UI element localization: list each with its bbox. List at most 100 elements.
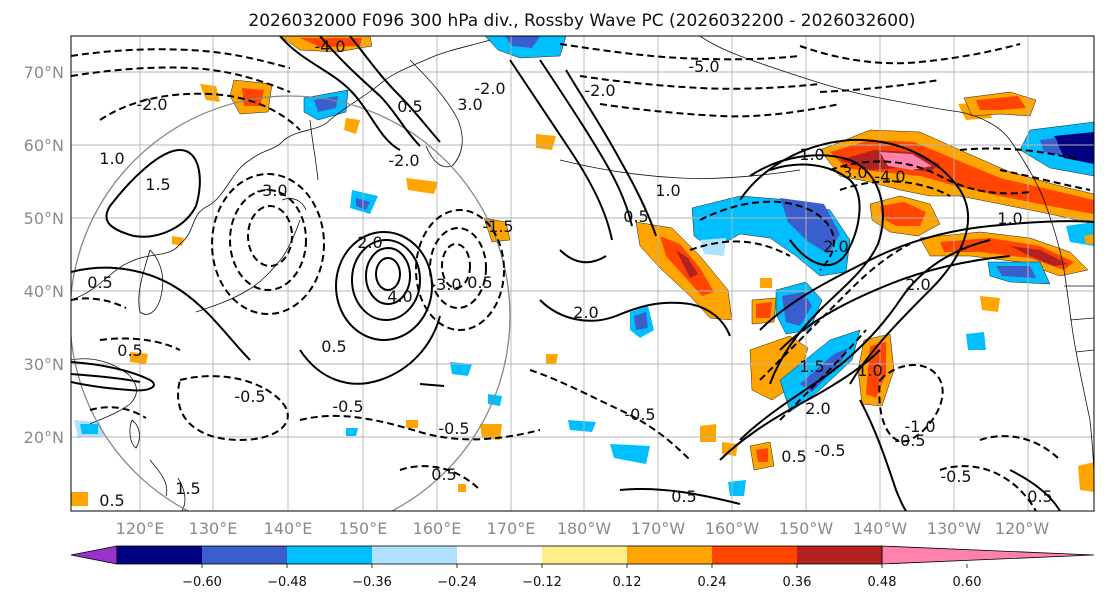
shade-patch [700, 238, 726, 256]
coast-kamchatka [409, 59, 463, 168]
colorbar-segment [712, 546, 797, 564]
colorbar: −0.60 −0.48 −0.36 −0.24 −0.12 0.12 0.24 0.36 0.4… [70, 545, 1095, 590]
colorbar-tick-label: 0.24 [698, 575, 727, 590]
shade-patch [346, 428, 358, 436]
shade-patch [966, 332, 986, 350]
colorbar-tick-label: −0.24 [437, 575, 477, 590]
lon-label: 140°W [853, 519, 908, 538]
contour-label: 1.5 [175, 479, 200, 498]
lon-label: 120°W [995, 519, 1050, 538]
contour-label: 1.0 [99, 149, 124, 168]
contour-line [99, 92, 301, 131]
contour-label: 2.0 [905, 275, 930, 294]
shade-patch [406, 178, 438, 194]
contour-label: 0.5 [431, 465, 456, 484]
contour-label: 0.5 [117, 341, 142, 360]
colorbar-tick-label: −0.48 [267, 575, 307, 590]
contour-line [559, 249, 607, 264]
contour-line [349, 36, 441, 143]
contour-label: 0.5 [99, 491, 124, 510]
contour-line [759, 220, 1094, 331]
contour-label: -0.5 [814, 441, 845, 460]
shade-patch [1084, 234, 1094, 244]
graticule [71, 36, 1094, 511]
contour-label: 2.0 [357, 233, 382, 252]
shade-patch [722, 442, 738, 456]
lat-label: 30°N [24, 355, 64, 374]
contour-line [819, 79, 941, 93]
contour-line [878, 364, 944, 443]
shade-patch [880, 152, 932, 170]
contour-line [829, 160, 1031, 195]
contour-ring [375, 257, 401, 291]
colorbar-segment [542, 546, 627, 564]
contour-line [71, 266, 251, 361]
shade-patch [1078, 462, 1094, 492]
shade-patch [344, 118, 360, 134]
shade-patch [130, 352, 148, 364]
lat-label: 20°N [24, 428, 64, 447]
contour-line [299, 315, 441, 385]
shade-patch [780, 198, 840, 254]
longitude-labels: 120°E 130°E 140°E 150°E 160°E 170°E 180°… [116, 519, 1050, 538]
contour-label: -0.5 [438, 419, 469, 438]
coast-north-america-west [1009, 139, 1094, 481]
lon-label: 130°W [927, 519, 982, 538]
contour-ring [247, 205, 293, 267]
contour-label: 1.0 [655, 181, 680, 200]
contour-labels: -4.0 -5.0 -2.0 -2.0 -2.0 0.5 3.0 1.0 1.5… [87, 37, 1052, 510]
coast-korea [138, 249, 164, 315]
contour-line [779, 255, 1011, 351]
contour-line [399, 465, 481, 491]
shade-patch [300, 38, 362, 47]
contour-line [565, 69, 657, 237]
contour-line [1009, 469, 1061, 511]
contour-label: 1.0 [857, 361, 882, 380]
contour-ring [351, 239, 421, 321]
shade-patch [406, 420, 418, 428]
colorbar-segment [202, 546, 287, 564]
contour-line [71, 361, 155, 392]
contour-label: -2.0 [136, 95, 167, 114]
shade-patch [676, 250, 698, 278]
contour-line [759, 243, 911, 381]
contour-label: 0.5 [397, 97, 422, 116]
colorbar-extend-min [70, 545, 118, 565]
contour-line [999, 169, 1091, 191]
contour-line [279, 36, 401, 151]
contour-label: -4.0 [874, 167, 905, 186]
highlight-circle [71, 95, 511, 511]
coast-north-america-inland [1064, 285, 1094, 353]
contour-label: -3.0 [836, 163, 867, 182]
contour-label: -2.0 [584, 81, 615, 100]
contour-label: 0.5 [87, 273, 112, 292]
contour-line [319, 36, 421, 147]
shade-patch [700, 424, 716, 442]
contour-line [177, 375, 289, 442]
shade-patch [940, 238, 1074, 270]
shade-patch [756, 302, 772, 318]
colorbar-tick-label: 0.48 [868, 575, 897, 590]
contour-line [539, 59, 633, 227]
shade-patch [80, 424, 98, 434]
contour-line [739, 138, 969, 385]
contour-label: 0.5 [781, 447, 806, 466]
contour-ring [365, 247, 411, 305]
lat-label: 60°N [24, 136, 64, 155]
contour-label: 2.0 [805, 399, 830, 418]
positive-contours [71, 36, 1094, 511]
shade-patch [242, 88, 264, 106]
contour-ring [211, 173, 325, 315]
contour-line [529, 369, 691, 461]
colorbar-segment [797, 546, 882, 564]
contour-line [979, 435, 1061, 461]
shade-patch [782, 292, 812, 326]
lat-label: 70°N [24, 63, 64, 82]
contour-label: -2.0 [388, 151, 419, 170]
colorbar-tick-label: 0.36 [783, 575, 812, 590]
colorbar-tick-label: −0.36 [352, 575, 392, 590]
contour-line [619, 487, 741, 505]
map-frame [70, 35, 1095, 512]
contour-label: -0.5 [940, 467, 971, 486]
contour-line [579, 75, 821, 90]
